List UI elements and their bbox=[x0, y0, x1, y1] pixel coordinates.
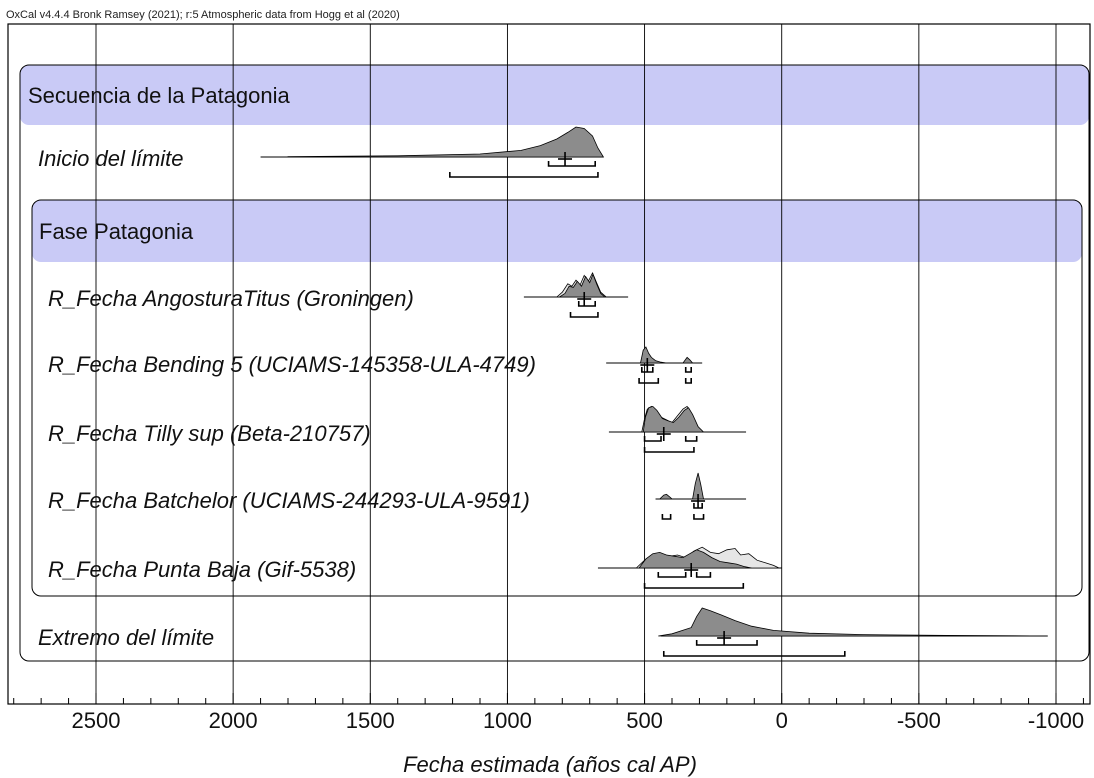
range-95-bracket bbox=[693, 514, 705, 520]
sequence-label: Secuencia de la Patagonia bbox=[28, 83, 291, 108]
range-68-bracket bbox=[684, 367, 692, 373]
range-68-bracket bbox=[643, 436, 662, 442]
range-95-bracket bbox=[684, 378, 692, 384]
range-95-bracket bbox=[643, 447, 695, 453]
row-label: R_Fecha Tilly sup (Beta-210757) bbox=[48, 421, 371, 446]
posterior-curve bbox=[642, 405, 705, 433]
row-label: Extremo del límite bbox=[38, 625, 214, 650]
tick-label: 500 bbox=[626, 708, 663, 733]
posterior-curve bbox=[658, 472, 704, 500]
chart-title: OxCal v4.4.4 Bronk Ramsey (2021); r:5 At… bbox=[6, 9, 400, 21]
range-68-bracket bbox=[577, 301, 596, 307]
group-frames bbox=[19, 64, 1090, 662]
plot-frame bbox=[7, 23, 1091, 705]
tick-label: 2000 bbox=[209, 708, 258, 733]
range-68-bracket bbox=[693, 503, 703, 509]
row-label: R_Fecha Punta Baja (Gif-5538) bbox=[48, 557, 356, 582]
range-95-bracket bbox=[569, 312, 599, 318]
tick-label: 0 bbox=[776, 708, 788, 733]
range-95-bracket bbox=[638, 378, 660, 384]
tick-label: -1000 bbox=[1028, 708, 1084, 733]
posterior-curve bbox=[558, 273, 606, 298]
group-bands bbox=[20, 65, 1089, 262]
sequence-frame bbox=[19, 64, 1090, 662]
row-label: R_Fecha Bending 5 (UCIAMS-145358-ULA-474… bbox=[48, 352, 536, 377]
tick-label: 1000 bbox=[483, 708, 532, 733]
range-95-bracket bbox=[662, 651, 846, 657]
distributions bbox=[260, 126, 1048, 657]
tick-label: -500 bbox=[897, 708, 941, 733]
x-axis: 2500 2000 1500 1000 500 0 -500 -1000 bbox=[13, 693, 1084, 733]
phase-band bbox=[32, 200, 1082, 262]
row-label: Inicio del límite bbox=[38, 146, 184, 171]
x-axis-title: Fecha estimada (años cal AP) bbox=[403, 752, 697, 777]
posterior-curve bbox=[638, 549, 752, 569]
range-68-bracket bbox=[695, 572, 712, 578]
range-95-bracket bbox=[661, 514, 672, 520]
row-label: R_Fecha Batchelor (UCIAMS-244293-ULA-959… bbox=[48, 488, 530, 513]
posterior-curve bbox=[658, 607, 1046, 637]
range-68-bracket bbox=[684, 436, 698, 442]
sequence-band bbox=[20, 65, 1089, 125]
tick-label: 2500 bbox=[72, 708, 121, 733]
range-95-bracket bbox=[449, 172, 599, 178]
range-68-bracket bbox=[657, 572, 687, 578]
posterior-curve bbox=[640, 346, 694, 364]
range-68-bracket bbox=[641, 367, 654, 373]
range-68-bracket bbox=[547, 161, 596, 167]
row-labels: Secuencia de la Patagonia Fase Patagonia I… bbox=[28, 83, 536, 650]
posterior-curve bbox=[287, 126, 605, 158]
phase-label: Fase Patagonia bbox=[39, 219, 194, 244]
row-label: R_Fecha AngosturaTitus (Groningen) bbox=[48, 286, 414, 311]
phase-frame bbox=[31, 199, 1083, 597]
tick-label: 1500 bbox=[346, 708, 395, 733]
grid-lines bbox=[95, 24, 1057, 704]
range-68-bracket bbox=[695, 640, 758, 646]
range-95-bracket bbox=[643, 583, 745, 589]
